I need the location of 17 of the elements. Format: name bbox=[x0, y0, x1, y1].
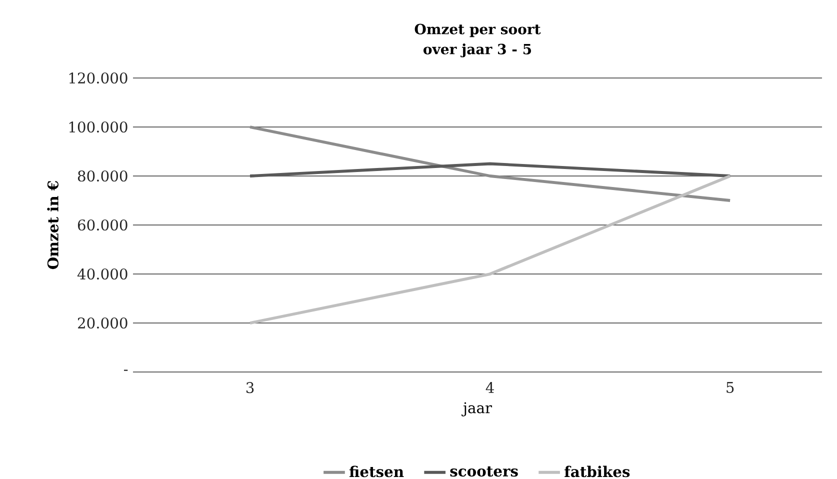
legend-label: fatbikes bbox=[564, 466, 630, 478]
y-axis-title: Omzet in € bbox=[47, 181, 58, 270]
legend-label: fietsen bbox=[349, 466, 404, 478]
x-tick-label: 5 bbox=[726, 382, 734, 393]
y-tick-label: 40.000 bbox=[77, 268, 128, 280]
y-tick-label: 20.000 bbox=[78, 317, 128, 329]
y-tick-label: 100.000 bbox=[69, 121, 128, 133]
x-tick-label: 4 bbox=[486, 382, 494, 393]
x-axis-title: jaar bbox=[462, 402, 492, 416]
legend-label: scooters bbox=[450, 466, 518, 477]
chart-subtitle: over jaar 3 - 5 bbox=[424, 44, 532, 58]
y-tick-label: 80.000 bbox=[78, 170, 128, 182]
y-tick-label: - bbox=[124, 370, 128, 371]
y-tick-label: 120.000 bbox=[69, 72, 128, 84]
y-tick-label: 60.000 bbox=[78, 219, 128, 231]
chart-title: Omzet per soort bbox=[414, 24, 541, 38]
x-tick-label: 3 bbox=[246, 382, 254, 394]
